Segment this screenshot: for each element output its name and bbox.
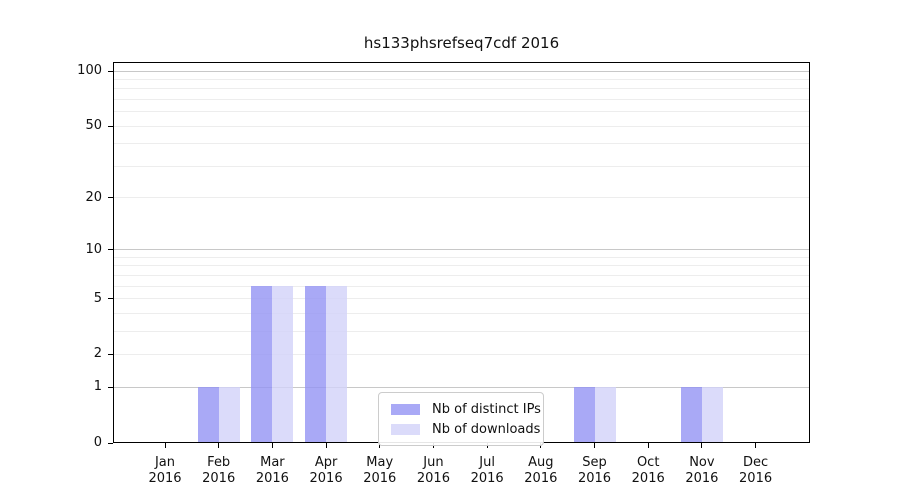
x-tick-label: Feb 2016 [202, 455, 236, 486]
major-gridline [114, 249, 809, 251]
bar-distinct-ips [251, 286, 273, 443]
x-tick-label: May 2016 [363, 455, 397, 486]
minor-gridline [114, 256, 809, 258]
y-tick-label: 0 [93, 435, 102, 450]
bar-downloads [272, 286, 294, 443]
legend: Nb of distinct IPs Nb of downloads [378, 392, 544, 446]
x-tick-label: Jan 2016 [148, 455, 182, 486]
x-tick-mark [701, 443, 703, 448]
y-tick-mark [108, 249, 113, 251]
y-tick-mark [108, 197, 113, 199]
y-tick-mark [108, 70, 113, 72]
y-tick-label: 10 [85, 241, 102, 257]
minor-gridline [114, 353, 809, 355]
legend-label-downloads: Nb of downloads [432, 421, 541, 437]
x-tick-label: Mar 2016 [255, 455, 289, 486]
x-tick-mark [218, 443, 220, 448]
y-tick-mark [108, 298, 113, 300]
minor-gridline [114, 78, 809, 80]
bar-downloads [701, 387, 723, 443]
x-tick-mark [755, 443, 757, 448]
y-tick-mark [108, 386, 113, 388]
y-tick-label: 1 [93, 379, 102, 395]
y-tick-label: 5 [93, 290, 102, 306]
y-tick-label: 20 [85, 189, 102, 205]
minor-gridline [114, 274, 809, 276]
bar-downloads [218, 387, 240, 443]
x-tick-label: Sep 2016 [577, 455, 612, 486]
major-gridline [114, 386, 809, 388]
minor-gridline [114, 143, 809, 145]
legend-item-distinct-ips: Nb of distinct IPs [387, 399, 541, 419]
bar-distinct-ips [680, 387, 702, 443]
bar-downloads [594, 387, 616, 443]
minor-gridline [114, 298, 809, 300]
x-tick-mark [164, 443, 166, 448]
x-tick-mark [325, 443, 327, 448]
x-tick-mark [594, 443, 596, 448]
minor-gridline [114, 125, 809, 127]
legend-swatch-distinct-ips-icon [391, 403, 420, 415]
x-tick-label: Dec 2016 [739, 455, 773, 486]
minor-gridline [114, 285, 809, 287]
y-tick-mark [108, 353, 113, 355]
x-tick-label: Oct 2016 [631, 455, 665, 486]
minor-gridline [114, 312, 809, 314]
x-tick-mark [647, 443, 649, 448]
bar-distinct-ips [305, 286, 327, 443]
chart-title: hs133phsrefseq7cdf 2016 [363, 34, 560, 52]
minor-gridline [114, 98, 809, 100]
minor-gridline [114, 111, 809, 113]
y-tick-mark [108, 125, 113, 127]
bar-distinct-ips [197, 387, 219, 443]
y-tick-label: 100 [77, 63, 102, 79]
y-tick-label: 2 [93, 346, 102, 362]
x-tick-label: Jun 2016 [416, 455, 450, 486]
bar-distinct-ips [573, 387, 595, 443]
minor-gridline [114, 197, 809, 199]
x-tick-label: Aug 2016 [524, 455, 558, 486]
minor-gridline [114, 265, 809, 267]
minor-gridline [114, 88, 809, 90]
minor-gridline [114, 165, 809, 167]
legend-item-downloads: Nb of downloads [387, 419, 540, 439]
x-tick-mark [271, 443, 273, 448]
bar-downloads [326, 286, 348, 443]
minor-gridline [114, 330, 809, 332]
x-tick-label: Apr 2016 [309, 455, 343, 486]
major-gridline [114, 70, 809, 72]
x-tick-label: Nov 2016 [685, 455, 719, 486]
y-tick-label: 50 [85, 118, 102, 134]
legend-swatch-downloads-icon [391, 423, 420, 435]
legend-label-distinct-ips: Nb of distinct IPs [432, 401, 541, 417]
x-tick-label: Jul 2016 [470, 455, 504, 486]
y-tick-mark [108, 442, 113, 444]
